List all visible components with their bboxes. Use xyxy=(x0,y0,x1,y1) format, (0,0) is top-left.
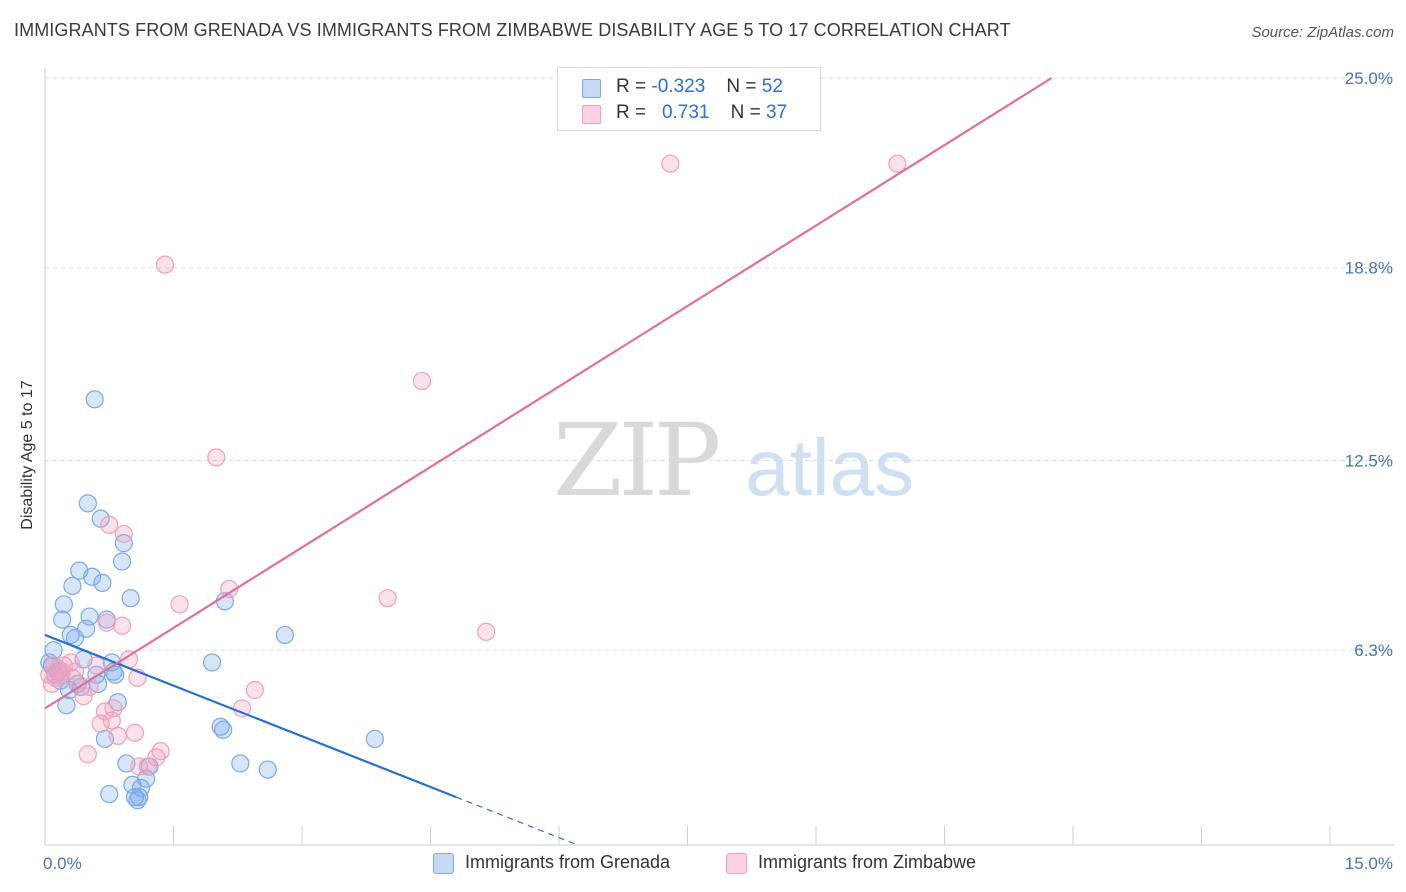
tick-labels: 6.3% 12.5% 18.8% 25.0% 0.0% 15.0% xyxy=(43,69,1393,873)
zimbabwe-point xyxy=(155,255,175,274)
zimbabwe-point xyxy=(220,579,239,599)
zimbabwe-point xyxy=(104,699,123,718)
grenada-point xyxy=(85,390,104,409)
grenada-point xyxy=(258,760,277,779)
data-points xyxy=(40,154,907,810)
grenada-point xyxy=(211,717,230,736)
zimbabwe-point xyxy=(78,745,97,764)
legend-n-label: N = xyxy=(726,76,757,97)
y-tick-label: 6.3% xyxy=(1354,641,1393,660)
grenada-point xyxy=(114,534,133,553)
grenada-point xyxy=(202,653,222,672)
grenada-point xyxy=(106,665,125,684)
legend-r-value-zimbabwe: 0.731 xyxy=(661,102,710,123)
zimbabwe-point xyxy=(97,613,116,632)
legend-swatch-grenada xyxy=(582,79,601,98)
legend-r-label: R = xyxy=(616,76,647,97)
zimbabwe-point xyxy=(74,687,93,706)
grenada-point xyxy=(131,778,151,798)
zimbabwe-point xyxy=(125,723,145,742)
grenada-point xyxy=(78,494,97,513)
grenada-point xyxy=(231,754,250,773)
gridlines xyxy=(45,77,1395,651)
grenada-trend-extension xyxy=(455,796,577,845)
grenada-point xyxy=(53,610,72,629)
watermark-atlas: atlas xyxy=(745,423,915,512)
zimbabwe-point xyxy=(170,595,189,614)
zimbabwe-point xyxy=(661,154,680,173)
grenada-point xyxy=(54,595,73,614)
bottom-legend-label-zimbabwe: Immigrants from Zimbabwe xyxy=(758,852,977,872)
zimbabwe-point xyxy=(378,589,397,608)
grenada-point xyxy=(100,784,119,804)
x-tick-label-min: 0.0% xyxy=(43,854,82,873)
grenada-point xyxy=(214,720,233,739)
zimbabwe-trend-line xyxy=(44,77,1053,710)
zimbabwe-point xyxy=(207,448,226,467)
zimbabwe-point xyxy=(61,653,80,672)
zimbabwe-point xyxy=(112,616,132,635)
zimbabwe-point xyxy=(151,742,170,761)
source-label: Source: ZipAtlas.com xyxy=(1251,24,1394,41)
zimbabwe-point xyxy=(51,665,70,684)
legend-n-value-grenada: 52 xyxy=(761,76,783,97)
bottom-legend-label-grenada: Immigrants from Grenada xyxy=(465,852,671,872)
legend-n-label: N = xyxy=(730,102,761,123)
y-tick-label: 25.0% xyxy=(1345,69,1393,88)
x-tick-label-max: 15.0% xyxy=(1345,854,1393,873)
legend-swatch-zimbabwe xyxy=(582,105,601,124)
legend-n-value-zimbabwe: 37 xyxy=(766,102,788,123)
correlation-legend: R = -0.323 N = 52 R = 0.731 N = 37 xyxy=(557,67,821,131)
chart-title: IMMIGRANTS FROM GRENADA VS IMMIGRANTS FR… xyxy=(14,20,1011,40)
legend-r-label: R = xyxy=(616,102,647,123)
bottom-legend-swatch-grenada xyxy=(433,853,454,874)
grenada-point xyxy=(121,589,140,608)
zimbabwe-point xyxy=(477,622,496,641)
zimbabwe-point xyxy=(108,726,127,746)
y-tick-label: 12.5% xyxy=(1345,452,1393,471)
grenada-point xyxy=(125,787,145,807)
grenada-point xyxy=(112,552,132,571)
zimbabwe-point xyxy=(114,524,133,544)
grenada-trend-line xyxy=(44,633,457,799)
zimbabwe-point xyxy=(412,371,432,391)
axes xyxy=(44,68,1395,846)
y-tick-label: 18.8% xyxy=(1345,259,1393,278)
grenada-point xyxy=(57,696,76,715)
zimbabwe-point xyxy=(245,680,264,700)
zimbabwe-point xyxy=(65,662,85,681)
grenada-point xyxy=(83,567,102,586)
legend-r-value-grenada: -0.323 xyxy=(651,76,706,97)
zimbabwe-point xyxy=(100,515,119,534)
grenada-point xyxy=(44,641,63,660)
trend-lines xyxy=(44,77,1053,845)
grenada-point xyxy=(63,576,82,596)
grenada-point xyxy=(275,625,294,645)
zimbabwe-point xyxy=(888,154,907,173)
grenada-point xyxy=(365,729,384,749)
grenada-point xyxy=(93,573,112,593)
grenada-point xyxy=(130,787,149,807)
grenada-point xyxy=(80,607,99,626)
zimbabwe-point xyxy=(87,656,106,675)
bottom-legend-swatch-zimbabwe xyxy=(726,853,747,874)
